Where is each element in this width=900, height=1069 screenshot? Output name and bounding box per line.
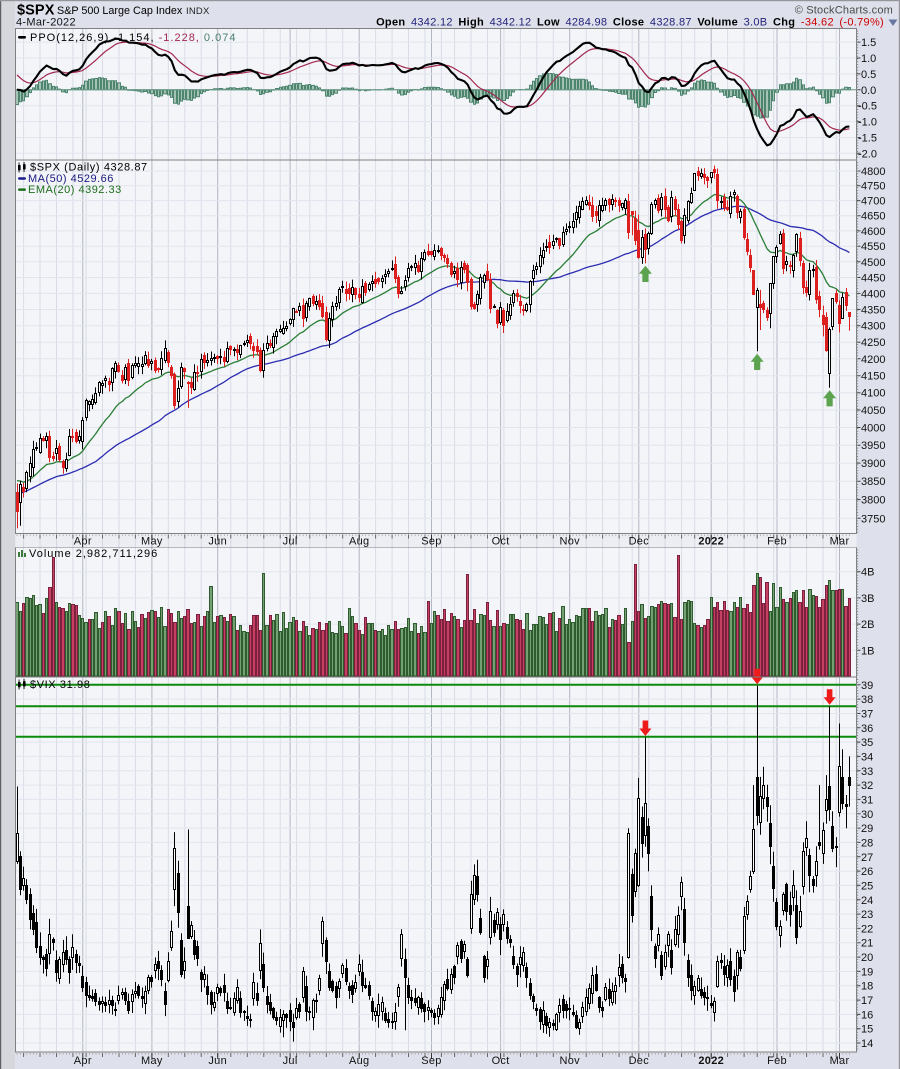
svg-text:Jun: Jun — [208, 1055, 227, 1067]
svg-text:2022: 2022 — [698, 536, 724, 548]
svg-text:32: 32 — [861, 780, 873, 792]
svg-text:3900: 3900 — [861, 458, 885, 470]
svg-text:$SPX (Daily) 4328.87: $SPX (Daily) 4328.87 — [30, 162, 148, 174]
svg-text:24: 24 — [861, 895, 873, 907]
svg-text:4B: 4B — [861, 567, 874, 579]
svg-text:31: 31 — [861, 794, 873, 806]
svg-text:37: 37 — [861, 709, 873, 721]
svg-text:Sep: Sep — [421, 1055, 441, 1067]
svg-text:Mar: Mar — [830, 536, 850, 548]
svg-text:4100: 4100 — [861, 388, 885, 400]
svg-text:4050: 4050 — [861, 405, 885, 417]
svg-text:May: May — [141, 536, 163, 548]
svg-text:3750: 3750 — [861, 513, 885, 525]
svg-text:2B: 2B — [861, 619, 874, 631]
svg-text:Sep: Sep — [421, 536, 441, 548]
svg-text:May: May — [141, 1055, 163, 1067]
svg-text:22: 22 — [861, 923, 873, 935]
svg-text:-1.0: -1.0 — [858, 117, 877, 129]
svg-text:$SPX: $SPX — [17, 3, 55, 19]
svg-text:3800: 3800 — [861, 495, 885, 507]
svg-text:4650: 4650 — [861, 211, 885, 223]
svg-text:34: 34 — [861, 751, 873, 763]
svg-text:38: 38 — [861, 694, 873, 706]
svg-text:EMA(20) 4392.33: EMA(20) 4392.33 — [28, 184, 122, 196]
svg-text:30: 30 — [861, 809, 873, 821]
svg-text:1B: 1B — [861, 645, 874, 657]
svg-text:-0.5: -0.5 — [858, 101, 877, 113]
svg-text:4250: 4250 — [861, 337, 885, 349]
svg-text:Feb: Feb — [767, 1055, 787, 1067]
svg-text:-1.5: -1.5 — [858, 133, 877, 145]
svg-text:3850: 3850 — [861, 476, 885, 488]
svg-text:4800: 4800 — [861, 166, 885, 178]
svg-text:Volume 2,982,711,296: Volume 2,982,711,296 — [29, 548, 158, 560]
svg-text:33: 33 — [861, 766, 873, 778]
svg-text:Aug: Aug — [349, 536, 369, 548]
svg-text:21: 21 — [861, 938, 873, 950]
svg-text:4-Mar-2022: 4-Mar-2022 — [16, 17, 76, 29]
svg-text:14: 14 — [861, 1038, 873, 1050]
svg-text:PPO(12,26,9) -1.154, -1.228, 0: PPO(12,26,9) -1.154, -1.228, 0.074 — [30, 32, 236, 44]
svg-text:1.5: 1.5 — [861, 37, 876, 49]
svg-text:15: 15 — [861, 1024, 873, 1036]
svg-text:Jul: Jul — [283, 1055, 298, 1067]
svg-text:© StockCharts.com: © StockCharts.com — [795, 5, 893, 17]
svg-text:2022: 2022 — [698, 1055, 724, 1067]
svg-text:29: 29 — [861, 823, 873, 835]
svg-text:19: 19 — [861, 966, 873, 978]
svg-text:25: 25 — [861, 880, 873, 892]
svg-text:$VIX 31.98: $VIX 31.98 — [30, 679, 90, 691]
svg-text:4200: 4200 — [861, 354, 885, 366]
svg-text:4300: 4300 — [861, 321, 885, 333]
svg-text:Mar: Mar — [830, 1055, 850, 1067]
svg-text:4350: 4350 — [861, 305, 885, 317]
svg-text:Apr: Apr — [74, 536, 92, 548]
svg-text:Apr: Apr — [74, 1055, 92, 1067]
svg-text:Jun: Jun — [208, 536, 227, 548]
svg-text:Aug: Aug — [349, 1055, 369, 1067]
svg-text:Oct: Oct — [492, 1055, 510, 1067]
svg-text:4550: 4550 — [861, 241, 885, 253]
svg-text:0.5: 0.5 — [861, 69, 876, 81]
svg-text:20: 20 — [861, 952, 873, 964]
svg-text:4600: 4600 — [861, 226, 885, 238]
svg-text:35: 35 — [861, 737, 873, 749]
svg-text:18: 18 — [861, 981, 873, 993]
svg-text:27: 27 — [861, 852, 873, 864]
svg-text:39: 39 — [861, 680, 873, 692]
svg-text:26: 26 — [861, 866, 873, 878]
svg-text:4450: 4450 — [861, 273, 885, 285]
svg-text:36: 36 — [861, 723, 873, 735]
svg-text:Jul: Jul — [283, 536, 298, 548]
svg-text:4150: 4150 — [861, 371, 885, 383]
svg-text:Feb: Feb — [767, 536, 787, 548]
svg-text:28: 28 — [861, 837, 873, 849]
svg-text:Open 4342.12 High 4342.12 Low: Open 4342.12 High 4342.12 Low 4284.98 Cl… — [376, 17, 884, 29]
svg-text:17: 17 — [861, 995, 873, 1007]
svg-text:INDX: INDX — [186, 6, 210, 17]
svg-text:Nov: Nov — [559, 536, 580, 548]
svg-text:4500: 4500 — [861, 257, 885, 269]
svg-text:1.0: 1.0 — [861, 53, 876, 65]
svg-text:4400: 4400 — [861, 288, 885, 300]
svg-text:3B: 3B — [861, 593, 874, 605]
svg-text:Nov: Nov — [559, 1055, 580, 1067]
svg-text:4000: 4000 — [861, 423, 885, 435]
svg-text:S&P 500 Large Cap Index: S&P 500 Large Cap Index — [57, 5, 183, 17]
svg-text:4700: 4700 — [861, 196, 885, 208]
svg-text:Dec: Dec — [629, 536, 650, 548]
svg-text:0.0: 0.0 — [861, 85, 876, 97]
svg-text:-2.0: -2.0 — [858, 148, 877, 160]
svg-text:23: 23 — [861, 909, 873, 921]
svg-text:Dec: Dec — [629, 1055, 650, 1067]
svg-text:MA(50) 4529.66: MA(50) 4529.66 — [28, 173, 114, 185]
svg-text:16: 16 — [861, 1009, 873, 1021]
svg-text:Oct: Oct — [492, 536, 510, 548]
svg-text:3950: 3950 — [861, 440, 885, 452]
svg-text:4750: 4750 — [861, 181, 885, 193]
